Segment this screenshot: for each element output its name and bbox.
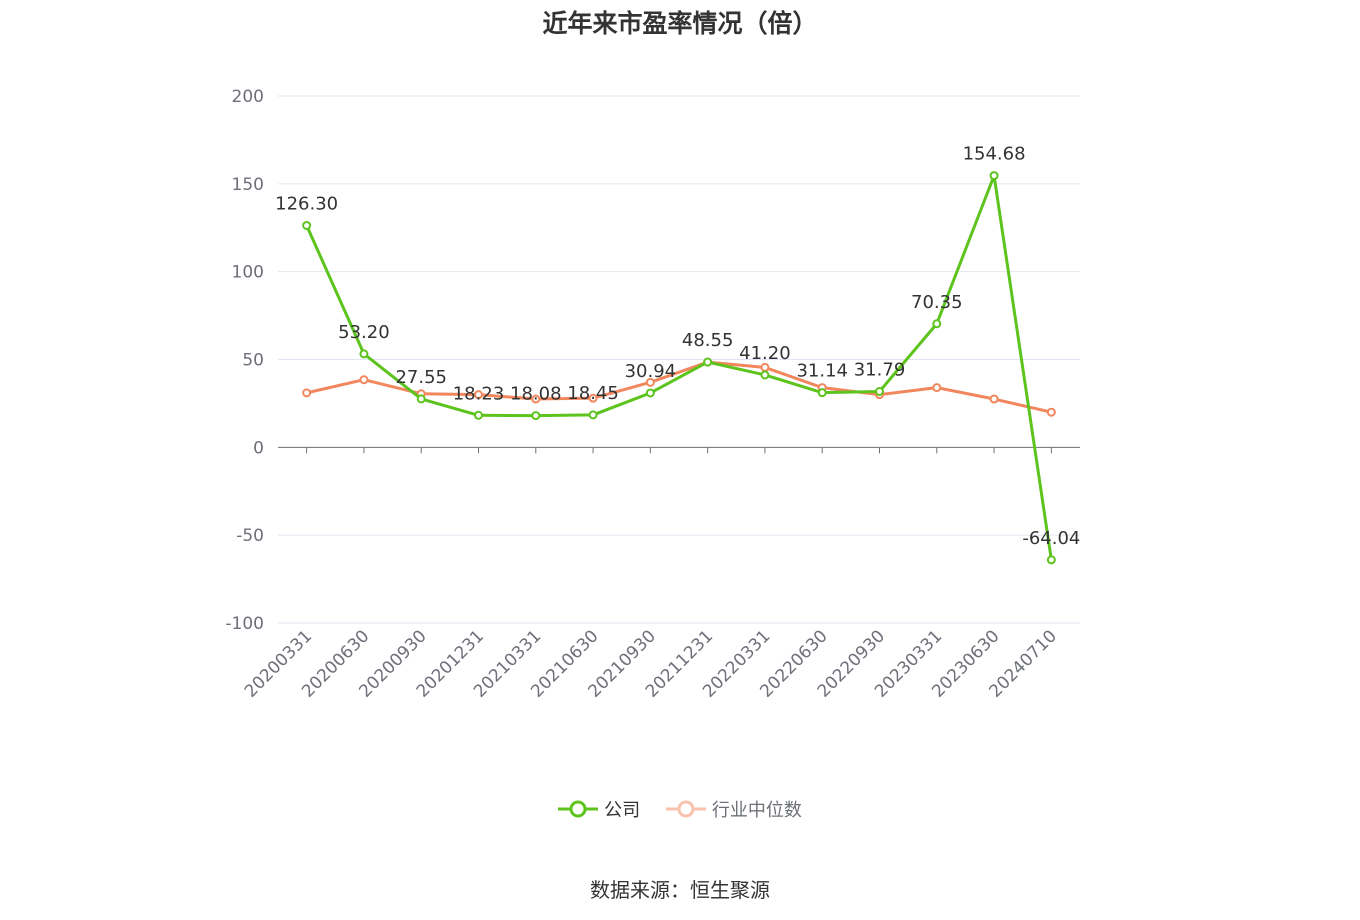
data-point-industry[interactable] <box>932 383 942 393</box>
data-point-company[interactable] <box>645 388 655 398</box>
series-line-industry <box>306 360 1052 414</box>
y-tick-label: -100 <box>225 614 264 634</box>
data-point-industry[interactable] <box>989 394 999 404</box>
data-point-company[interactable] <box>531 411 541 421</box>
data-point-industry[interactable] <box>531 394 541 404</box>
data-point-company[interactable] <box>359 349 369 359</box>
series-lines <box>302 171 1056 565</box>
data-point-industry[interactable] <box>645 377 655 387</box>
y-tick-label: 0 <box>253 438 264 458</box>
data-source: 数据来源：恒生聚源 <box>590 878 770 902</box>
data-label-company: 53.20 <box>338 322 390 343</box>
data-label-company: 48.55 <box>682 330 734 351</box>
data-point-company[interactable] <box>703 357 713 367</box>
data-label-company: 18.23 <box>453 383 505 404</box>
data-point-company[interactable] <box>588 410 598 420</box>
data-point-industry[interactable] <box>1046 407 1056 417</box>
grid-lines: 200 150 100 50 0 -50 -100 <box>225 87 1080 634</box>
data-label-company: 31.14 <box>796 361 848 382</box>
legend-company-icon <box>558 800 599 818</box>
series-line-company <box>305 174 1053 561</box>
y-tick-label: -50 <box>236 526 264 546</box>
data-point-industry[interactable] <box>588 393 598 403</box>
data-point-company[interactable] <box>416 394 426 404</box>
data-label-company: 30.94 <box>625 361 677 382</box>
data-label-company: -64.04 <box>1022 528 1080 549</box>
data-point-industry[interactable] <box>302 388 312 398</box>
y-tick-label: 50 <box>242 351 264 371</box>
data-point-industry[interactable] <box>474 390 483 400</box>
legend-industry-icon <box>665 800 706 818</box>
y-tick-label: 150 <box>232 175 264 195</box>
legend-item-company[interactable]: 公司 <box>558 796 640 822</box>
data-label-company: 41.20 <box>739 343 791 364</box>
legend-label-industry: 行业中位数 <box>711 800 802 821</box>
data-point-company[interactable] <box>817 388 827 398</box>
data-point-company[interactable] <box>989 171 999 181</box>
data-point-industry[interactable] <box>760 362 770 372</box>
chart-title: 近年来市盈率情况（倍） <box>542 9 818 38</box>
data-point-company[interactable] <box>760 370 770 380</box>
data-point-company[interactable] <box>302 220 312 230</box>
data-label-company: 70.35 <box>911 292 963 313</box>
y-tick-label: 100 <box>232 263 264 283</box>
data-label-company: 31.79 <box>854 359 906 380</box>
x-axis: 2020033120200630202009302020123120210331… <box>241 446 1080 702</box>
legend-item-industry[interactable]: 行业中位数 <box>665 796 802 822</box>
line-chart: 200 150 100 50 0 -50 -100 20200331202006302020… <box>225 87 1080 702</box>
data-point-company[interactable] <box>1046 555 1056 565</box>
data-labels: 126.30 53.20 27.55 18.23 18.08 18.45 30.9448.5… <box>275 144 1080 549</box>
data-label-company: 18.45 <box>567 383 619 404</box>
data-label-company: 126.30 <box>275 193 338 214</box>
data-point-company[interactable] <box>932 319 942 329</box>
data-label-company: 27.55 <box>395 367 447 388</box>
legend: 公司 行业中位数 <box>0 796 1360 824</box>
data-point-company[interactable] <box>875 386 884 396</box>
data-label-company: 18.08 <box>510 384 562 405</box>
data-label-company: 154.68 <box>963 144 1026 165</box>
y-tick-label: 200 <box>232 87 264 107</box>
legend-label-company: 公司 <box>604 800 641 821</box>
data-point-industry[interactable] <box>359 375 369 385</box>
data-point-company[interactable] <box>474 410 483 420</box>
